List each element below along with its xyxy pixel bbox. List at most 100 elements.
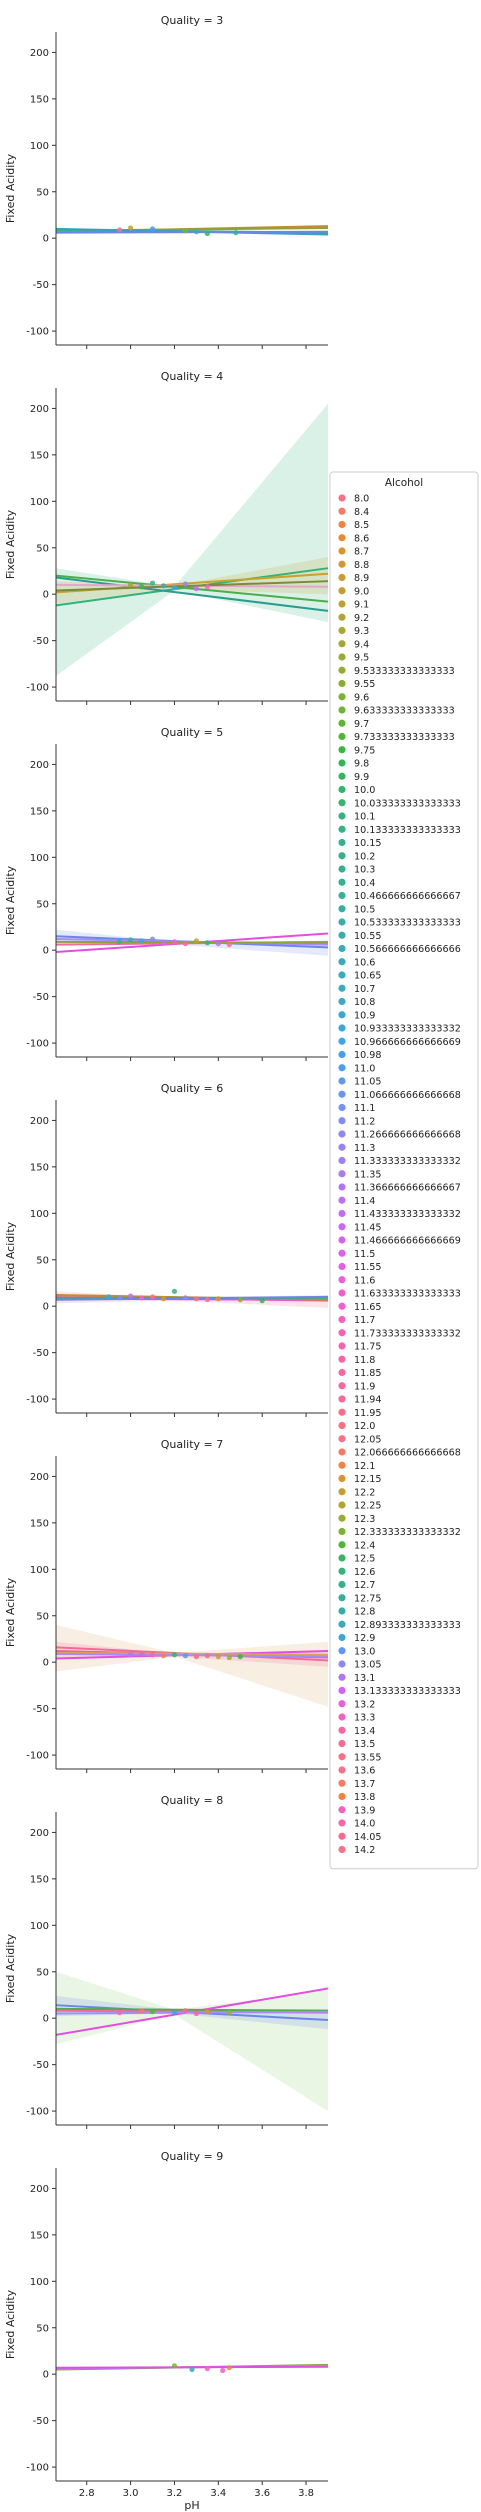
y-axis-label: Fixed Acidity: [4, 865, 17, 935]
legend-item: 12.2: [338, 1487, 375, 1498]
legend-item: 8.0: [338, 494, 369, 505]
legend-item: 11.6: [338, 1275, 375, 1286]
legend-item: 12.5: [338, 1554, 375, 1565]
legend-item: 11.7: [338, 1315, 375, 1326]
legend-item: 12.1: [338, 1461, 375, 1472]
legend-label: 11.333333333333332: [354, 1156, 461, 1167]
legend-item: 10.533333333333333: [338, 918, 461, 929]
data-point: [117, 2010, 123, 2016]
legend-label: 12.0: [354, 1421, 375, 1432]
data-point: [204, 2009, 210, 2015]
y-axis-label: Fixed Acidity: [4, 509, 17, 579]
legend-marker: [338, 1819, 346, 1827]
y-tick-label: 200: [30, 404, 49, 415]
legend-marker: [338, 640, 346, 648]
data-point: [149, 2009, 156, 2015]
legend-label: 8.9: [354, 573, 369, 584]
legend-marker: [338, 1660, 346, 1668]
data-point: [259, 1298, 265, 1304]
legend-label: 10.1: [354, 812, 375, 823]
legend-item: 9.2: [338, 613, 369, 624]
y-tick-label: 50: [36, 187, 49, 198]
data-point: [233, 230, 239, 236]
legend-item: 13.133333333333333: [338, 1686, 461, 1697]
legend-marker: [338, 1223, 346, 1231]
y-tick-label: -100: [26, 1395, 49, 1406]
legend-item: 11.5: [338, 1249, 375, 1260]
y-tick-label: 0: [43, 2370, 49, 2381]
legend-label: 11.1: [354, 1103, 375, 1114]
legend-item: 10.466666666666667: [338, 891, 461, 902]
legend-item: 9.3: [338, 626, 369, 637]
legend-label: 9.5: [354, 653, 369, 664]
legend-marker: [338, 1567, 346, 1575]
legend-item: 9.7: [338, 719, 369, 730]
legend-marker: [338, 812, 346, 820]
y-tick-label: 0: [43, 2014, 49, 2025]
legend-label: 11.3: [354, 1143, 375, 1154]
legend-label: 12.2: [354, 1487, 375, 1498]
legend-marker: [338, 1607, 346, 1615]
legend-label: 10.533333333333333: [354, 918, 461, 929]
legend-item: 13.6: [338, 1766, 375, 1777]
legend-label: 9.1: [354, 600, 369, 611]
legend-marker: [338, 1448, 346, 1456]
legend-item: 11.366666666666667: [338, 1183, 461, 1194]
legend-marker: [338, 1276, 346, 1284]
legend-item: 13.9: [338, 1805, 375, 1816]
data-point: [237, 1297, 243, 1303]
y-tick-label: 50: [36, 899, 49, 910]
legend-item: 11.55: [338, 1262, 381, 1273]
legend-label: 14.0: [354, 1819, 375, 1830]
legend-item: 13.5: [338, 1739, 375, 1750]
legend-marker: [338, 958, 346, 966]
legend-item: 9.75: [338, 745, 375, 756]
legend-marker: [338, 746, 346, 754]
legend-label: 13.6: [354, 1766, 375, 1777]
legend-marker: [338, 626, 346, 635]
legend-item: 10.966666666666669: [338, 1037, 461, 1048]
legend-item: 11.75: [338, 1342, 381, 1353]
legend-item: 10.133333333333333: [338, 825, 461, 836]
y-tick-label: 200: [30, 1828, 49, 1839]
legend-label: 9.733333333333333: [354, 732, 455, 743]
y-tick-label: 150: [30, 1162, 49, 1173]
data-point: [226, 1654, 232, 1661]
y-tick-label: 0: [43, 946, 49, 957]
legend-title: Alcohol: [385, 477, 423, 489]
data-point: [127, 582, 134, 588]
legend-marker: [338, 1050, 346, 1059]
data-point: [226, 2010, 232, 2016]
legend-item: 8.6: [338, 533, 369, 544]
data-point: [171, 2363, 178, 2369]
legend-item: 10.566666666666666: [338, 944, 461, 955]
legend-label: 13.1: [354, 1673, 375, 1684]
legend-label: 8.8: [354, 560, 369, 571]
data-point: [182, 581, 189, 587]
legend-marker: [338, 1580, 346, 1589]
legend-marker: [338, 1342, 346, 1350]
data-point: [189, 2366, 195, 2373]
legend-item: 9.4: [338, 639, 369, 650]
data-point: [138, 584, 145, 590]
legend-item: 13.7: [338, 1779, 375, 1790]
legend-label: 12.9: [354, 1633, 375, 1644]
legend-item: 13.05: [338, 1660, 381, 1671]
legend-label: 11.65: [354, 1302, 381, 1313]
y-tick-label: 100: [30, 853, 49, 864]
legend-label: 9.6: [354, 692, 369, 703]
legend-marker: [338, 785, 346, 794]
data-point: [204, 1653, 210, 1659]
data-point: [193, 2010, 199, 2017]
data-point: [138, 938, 145, 944]
legend-marker: [338, 1355, 346, 1363]
legend-label: 9.2: [354, 613, 369, 624]
data-point: [127, 937, 134, 943]
legend-item: 14.05: [338, 1832, 381, 1843]
legend-marker: [338, 931, 346, 939]
y-tick-label: 150: [30, 1874, 49, 1885]
legend-label: 10.033333333333333: [354, 798, 461, 809]
regression-line: [55, 1651, 329, 1656]
legend-marker: [338, 1064, 346, 1072]
legend-marker: [338, 759, 346, 767]
